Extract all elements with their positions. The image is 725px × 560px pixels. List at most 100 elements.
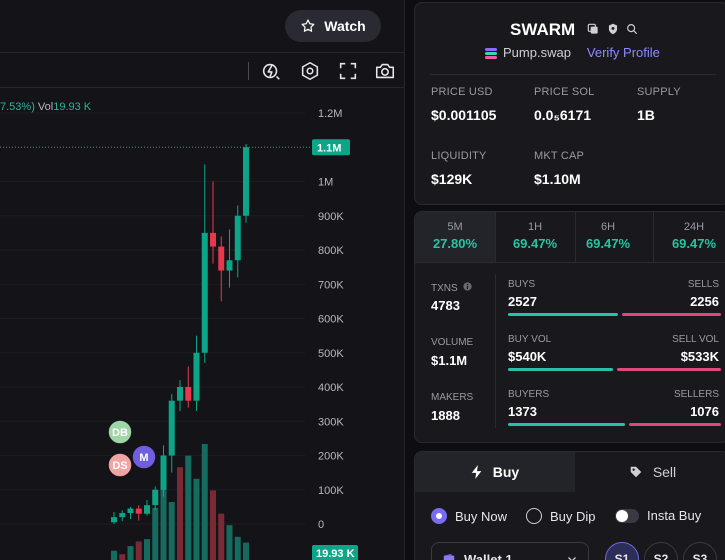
volume-bar	[177, 467, 183, 560]
preset-s2[interactable]: S2	[644, 542, 678, 560]
star-icon	[301, 19, 315, 32]
volume-bar	[234, 536, 241, 560]
txns-value: 4783	[431, 298, 460, 313]
supply-value: 1B	[637, 107, 655, 123]
candle-body	[193, 352, 200, 401]
candle-body	[177, 387, 183, 401]
volume-bar	[168, 502, 175, 560]
price-axis-label: 300K	[318, 416, 344, 428]
liquidity-label: LIQUIDITY	[431, 150, 487, 162]
pump-swap-icon	[485, 47, 497, 59]
volume-bar	[127, 546, 134, 560]
last-price-tag	[312, 139, 350, 156]
trade-panel: Buy Sell Buy Now Buy Dip Insta Buy Walle…	[414, 451, 725, 560]
search-icon[interactable]	[625, 22, 639, 36]
divider	[415, 262, 725, 263]
timeframe-1h[interactable]: 1H 69.47%	[495, 212, 575, 262]
volume-bar	[201, 444, 208, 560]
camera-icon[interactable]	[374, 60, 396, 82]
candle-body	[168, 400, 175, 456]
volume-bar	[160, 478, 167, 560]
sell-vol-bar	[617, 368, 721, 371]
divider	[575, 212, 576, 262]
price-axis-label: 500K	[318, 348, 344, 360]
timeframe-24h[interactable]: 24H 69.47%	[654, 212, 725, 262]
price-sol-label: PRICE SOL	[534, 86, 595, 98]
wallet-icon	[443, 553, 455, 560]
candle-body	[152, 489, 159, 506]
liquidity-value: $129K	[431, 171, 473, 187]
copy-icon[interactable]	[586, 22, 600, 36]
info-icon[interactable]	[463, 282, 473, 291]
volume-bar	[218, 513, 225, 560]
volume-bar	[111, 550, 117, 560]
txns-label-text: TXNS	[431, 283, 458, 294]
option-label: Buy Dip	[550, 508, 596, 524]
chart-header: Watch	[0, 0, 404, 52]
price-chart[interactable]: 1.2M 1M 900K 800K 700K 600K 500K 400K 300K 200K 10…	[0, 0, 405, 560]
sells-label: SELLS	[687, 279, 719, 290]
chart-panel[interactable]: 1.2M 1M 900K 800K 700K 600K 500K 400K 300K 200K 10…	[0, 0, 405, 560]
preset-s3[interactable]: S3	[683, 542, 717, 560]
token-info-card: SWARM Pump.swap Verify Profile PRICE USD…	[414, 2, 725, 205]
insta-buy-toggle[interactable]	[615, 508, 639, 523]
buyers-label: BUYERS	[508, 389, 550, 400]
divider	[653, 212, 654, 262]
buyers-bar	[508, 423, 626, 426]
timeframe-change: 27.80%	[432, 236, 478, 251]
dex-row: Pump.swap Verify Profile	[485, 45, 660, 60]
dex-name[interactable]: Pump.swap	[503, 45, 571, 60]
shield-icon[interactable]	[606, 22, 620, 36]
buy-vol-value: $540K	[508, 349, 547, 364]
sellers-bar	[629, 423, 721, 426]
chart-legend: 7.53%) Vol19.93 K	[0, 101, 91, 113]
timeframe-6h[interactable]: 6H 69.47%	[568, 212, 648, 262]
marker-ds	[107, 452, 133, 478]
buy-vol-label: BUY VOL	[508, 334, 552, 345]
timeframe-label: 6H	[600, 221, 616, 233]
price-usd-value: $0.001105	[431, 107, 497, 123]
legend-vol-value: 19.93 K	[53, 101, 92, 113]
radio-selected[interactable]	[431, 508, 447, 524]
option-label: Insta Buy	[647, 508, 702, 523]
price-axis-label: 1M	[318, 177, 333, 189]
tab-buy[interactable]: Buy	[415, 452, 575, 492]
option-insta-buy[interactable]: Insta Buy	[615, 508, 701, 523]
buys-bar	[508, 313, 619, 316]
option-buy-dip[interactable]: Buy Dip	[526, 508, 596, 524]
watch-button[interactable]: Watch	[285, 10, 381, 42]
price-axis-label: 400K	[318, 382, 344, 394]
divider	[495, 274, 496, 428]
option-buy-now[interactable]: Buy Now	[431, 508, 507, 524]
price-axis-label: 1.2M	[318, 108, 342, 120]
txns-label: TXNS	[431, 282, 473, 294]
buyers-value: 1373	[508, 404, 537, 419]
wallet-select[interactable]: Wallet 1	[431, 542, 589, 560]
legend-vol-label: Vol	[37, 101, 54, 113]
option-label: Buy Now	[455, 508, 508, 524]
verify-profile-link[interactable]: Verify Profile	[586, 45, 660, 60]
marker-db-label: DB	[112, 427, 128, 439]
tab-sell-label: Sell	[652, 464, 677, 480]
preset-s1[interactable]: S1	[605, 542, 639, 560]
volume-bar	[193, 478, 200, 560]
price-axis-label: 0	[318, 519, 324, 531]
hexagon-indicator-icon[interactable]	[299, 60, 321, 82]
price-axis-label: 600K	[318, 314, 344, 326]
candle-body	[160, 455, 167, 490]
radio-unselected[interactable]	[526, 508, 542, 524]
tag-icon	[630, 466, 642, 478]
candle-body	[210, 232, 216, 247]
chart-idea-icon[interactable]	[260, 60, 282, 82]
marker-m-label: M	[139, 452, 148, 464]
volume-bar	[119, 554, 126, 560]
volume-tag	[312, 545, 358, 560]
buys-label: BUYS	[508, 279, 536, 290]
timeframe-5m[interactable]: 5M 27.80%	[415, 212, 495, 262]
timeframe-label: 24H	[683, 221, 705, 233]
tab-sell[interactable]: Sell	[575, 452, 725, 492]
volume-bar	[144, 539, 150, 560]
fullscreen-icon[interactable]	[337, 60, 359, 82]
volume-bar	[226, 525, 233, 560]
candle-body	[218, 246, 225, 271]
